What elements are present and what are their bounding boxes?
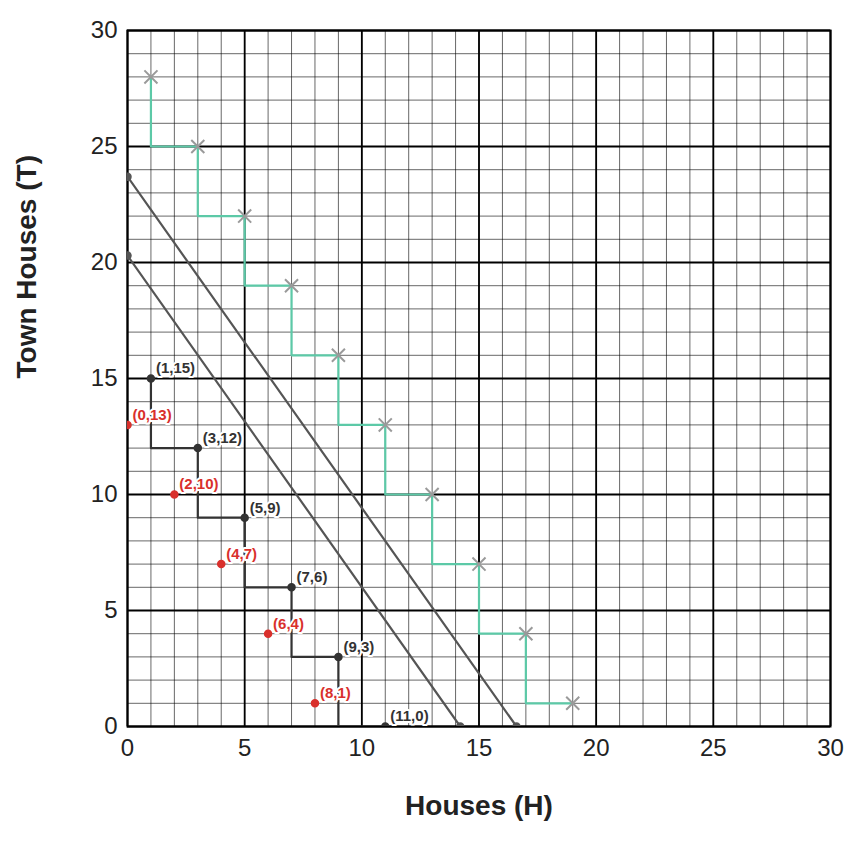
svg-text:25: 25	[91, 132, 118, 159]
svg-text:15: 15	[91, 364, 118, 391]
svg-text:10: 10	[91, 480, 118, 507]
svg-text:(7,6): (7,6)	[297, 568, 328, 585]
svg-text:5: 5	[238, 734, 251, 761]
svg-text:10: 10	[348, 734, 375, 761]
svg-text:(11,0): (11,0)	[390, 707, 428, 724]
svg-text:30: 30	[91, 16, 118, 43]
svg-text:Houses (H): Houses (H)	[405, 790, 553, 821]
svg-text:5: 5	[104, 596, 117, 623]
svg-text:(5,9): (5,9)	[250, 499, 281, 516]
svg-text:(3,12): (3,12)	[203, 429, 242, 446]
svg-text:Town Houses (T): Town Houses (T)	[11, 155, 42, 378]
svg-text:20: 20	[583, 734, 610, 761]
svg-text:(1,15): (1,15)	[156, 359, 195, 376]
svg-text:(0,13): (0,13)	[133, 406, 172, 423]
svg-text:(9,3): (9,3)	[343, 638, 374, 655]
svg-text:(8,1): (8,1)	[320, 684, 351, 701]
svg-text:30: 30	[817, 734, 844, 761]
svg-text:(2,10): (2,10)	[179, 475, 218, 492]
svg-text:0: 0	[104, 712, 117, 739]
svg-text:15: 15	[466, 734, 493, 761]
svg-text:0: 0	[121, 734, 134, 761]
svg-text:(6,4): (6,4)	[273, 615, 304, 632]
svg-text:20: 20	[91, 248, 118, 275]
svg-text:(4,7): (4,7)	[226, 545, 257, 562]
svg-text:25: 25	[700, 734, 727, 761]
